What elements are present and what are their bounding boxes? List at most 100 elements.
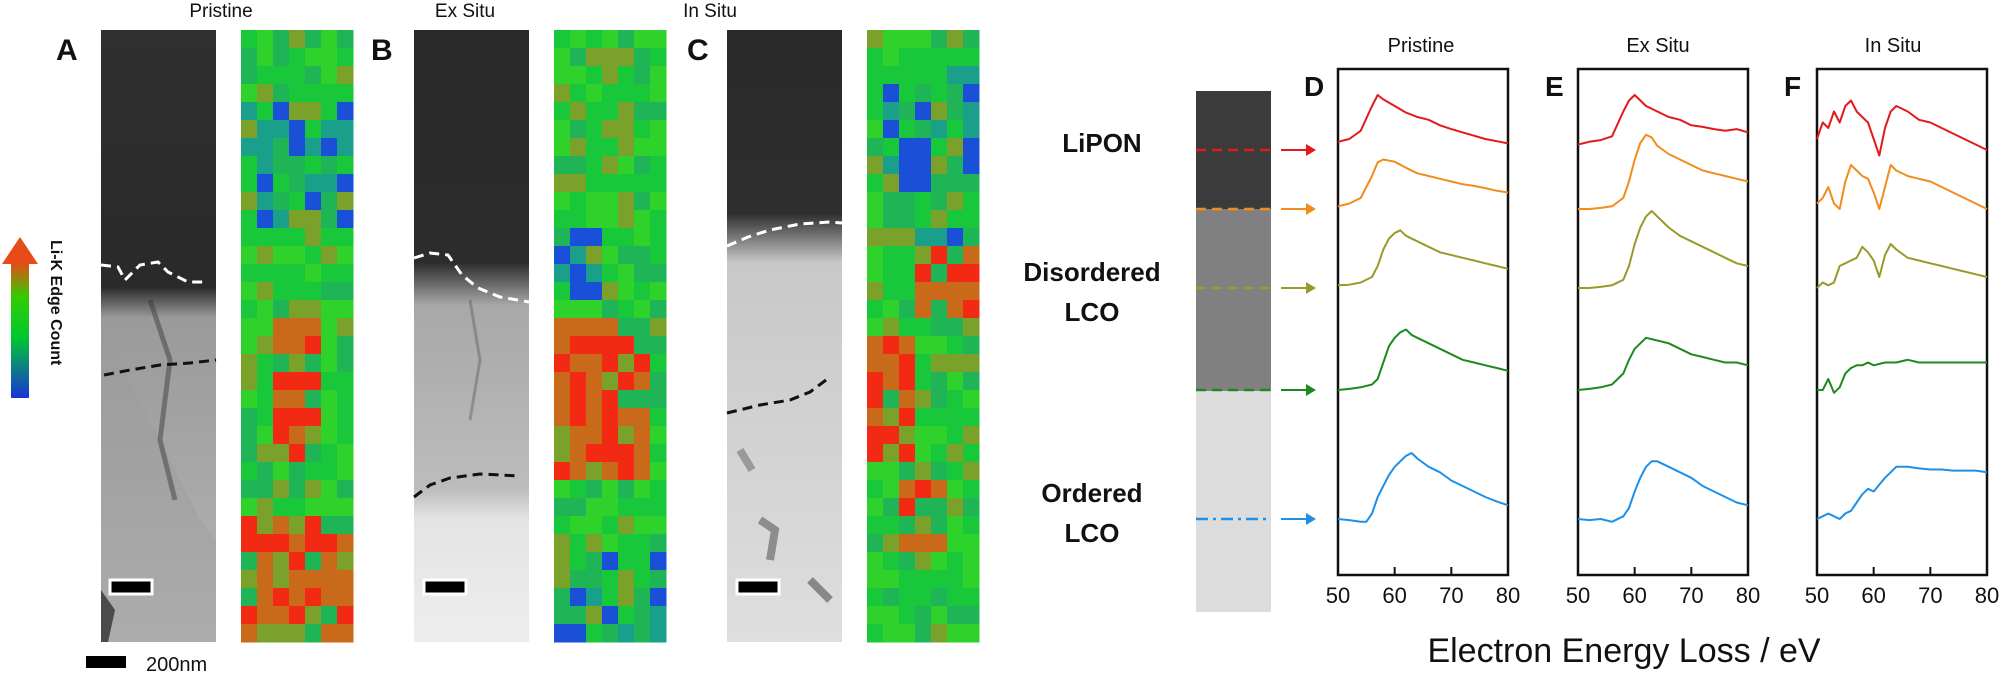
map-pixel (883, 408, 900, 427)
map-pixel (899, 444, 916, 463)
map-pixel (915, 264, 932, 283)
map-pixel (963, 336, 980, 355)
map-pixel (554, 390, 571, 409)
map-pixel (915, 426, 932, 445)
map-pixel (321, 84, 338, 103)
map-pixel (931, 372, 948, 391)
map-pixel (899, 336, 916, 355)
map-pixel (305, 120, 322, 139)
map-pixel (618, 102, 635, 121)
map-pixel (947, 48, 964, 67)
map-pixel (899, 534, 916, 553)
map-pixel (650, 138, 667, 157)
spectrum-line (1337, 452, 1509, 523)
map-pixel (947, 210, 964, 229)
map-pixel (273, 246, 290, 265)
map-pixel (257, 336, 274, 355)
map-pixel (602, 246, 619, 265)
map-pixel (305, 534, 322, 553)
map-pixel (241, 426, 258, 445)
map-pixel (634, 606, 651, 625)
map-pixel (273, 444, 290, 463)
map-pixel (586, 480, 603, 499)
map-pixel (321, 318, 338, 337)
map-pixel (289, 300, 306, 319)
map-pixel (650, 30, 667, 49)
map-pixel (963, 570, 980, 589)
map-pixel (554, 480, 571, 499)
map-pixel (947, 174, 964, 193)
layer-disordered-lco (1196, 209, 1271, 391)
map-pixel (554, 318, 571, 337)
map-pixel (867, 300, 884, 319)
map-pixel (650, 156, 667, 175)
map-pixel (602, 336, 619, 355)
spectra-panel: 50 60 70 80 (1326, 67, 1520, 608)
map-pixel (602, 354, 619, 373)
map-pixel (899, 30, 916, 49)
spectra-letter-f: F (1784, 71, 1801, 102)
map-pixel (883, 624, 900, 643)
map-pixel (947, 570, 964, 589)
map-pixel (915, 444, 932, 463)
map-pixel (947, 156, 964, 175)
map-pixel (931, 30, 948, 49)
map-pixel (305, 210, 322, 229)
map-pixel (634, 30, 651, 49)
map-pixel (321, 138, 338, 157)
map-pixel (241, 318, 258, 337)
map-pixel (570, 336, 587, 355)
map-pixel (305, 66, 322, 85)
marker-arrowhead (1306, 513, 1316, 525)
map-pixel (634, 84, 651, 103)
map-pixel (321, 372, 338, 391)
map-pixel (241, 174, 258, 193)
map-pixel (899, 228, 916, 247)
map-pixel (634, 228, 651, 247)
map-pixel (273, 228, 290, 247)
map-pixel (650, 246, 667, 265)
map-pixel (915, 588, 932, 607)
map-pixel (650, 498, 667, 517)
map-pixel (570, 462, 587, 481)
map-pixel (586, 534, 603, 553)
map-pixel (867, 120, 884, 139)
map-pixel (241, 534, 258, 553)
map-pixel (650, 570, 667, 589)
map-pixel (337, 174, 354, 193)
map-pixel (650, 264, 667, 283)
map-pixel (947, 444, 964, 463)
map-pixel (586, 336, 603, 355)
map-pixel (554, 300, 571, 319)
map-pixel (931, 390, 948, 409)
map-pixel (257, 606, 274, 625)
map-pixel (305, 570, 322, 589)
map-pixel (586, 120, 603, 139)
map-pixel (931, 228, 948, 247)
map-pixel (241, 480, 258, 499)
map-pixel (634, 66, 651, 85)
map-pixel (321, 228, 338, 247)
map-pixel (963, 516, 980, 535)
map-pixel (241, 300, 258, 319)
map-pixel (289, 228, 306, 247)
map-pixel (337, 390, 354, 409)
map-pixel (650, 480, 667, 499)
map-pixel (883, 138, 900, 157)
map-pixel (602, 372, 619, 391)
map-pixel (650, 462, 667, 481)
map-pixel (947, 588, 964, 607)
map-pixel (257, 444, 274, 463)
map-pixel (554, 264, 571, 283)
map-pixel (650, 372, 667, 391)
map-pixel (257, 462, 274, 481)
map-pixel (321, 336, 338, 355)
map-pixel (586, 516, 603, 535)
map-pixel (602, 444, 619, 463)
map-pixel (947, 372, 964, 391)
scale-bar-label: 200nm (146, 654, 207, 673)
map-pixel (273, 624, 290, 643)
map-pixel (273, 138, 290, 157)
map-pixel (867, 588, 884, 607)
map-pixel (883, 462, 900, 481)
